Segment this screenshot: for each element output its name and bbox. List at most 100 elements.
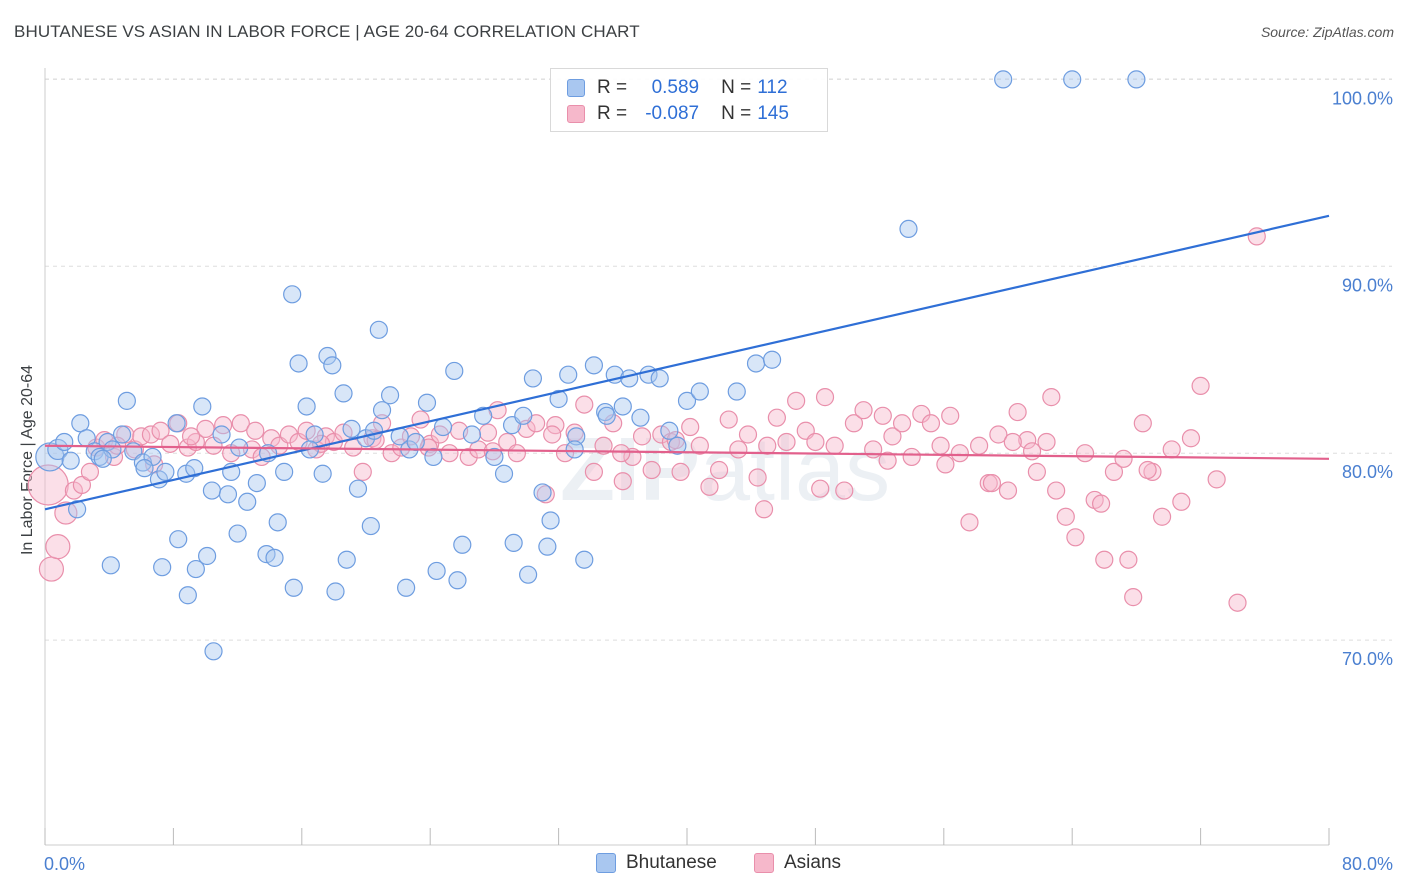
data-point: [514, 406, 533, 425]
data-point: [151, 421, 170, 440]
data-point: [1095, 550, 1114, 569]
data-point: [727, 382, 746, 401]
y-tick-label: 70.0%: [1342, 649, 1393, 669]
data-point: [507, 444, 526, 463]
data-point: [690, 436, 709, 455]
data-point: [1114, 449, 1133, 468]
data-point: [265, 548, 284, 567]
data-point: [584, 462, 604, 481]
legend-n-label: N =: [721, 103, 752, 124]
watermark: ZIP atlas: [560, 420, 890, 520]
bottom-legend-label: Asians: [784, 852, 842, 873]
data-point: [193, 397, 212, 416]
data-point: [970, 436, 989, 455]
data-point: [519, 565, 538, 584]
data-point: [632, 427, 652, 446]
data-point: [864, 440, 883, 459]
asians-trend-line: [44, 444, 1330, 460]
legend-r-value: 0.589: [651, 77, 700, 98]
data-point: [61, 451, 80, 470]
data-point: [1063, 70, 1082, 89]
data-point: [38, 556, 65, 582]
data-point: [494, 464, 514, 483]
legend-n-value: 145: [757, 103, 789, 124]
data-point: [729, 440, 748, 459]
data-point: [397, 578, 416, 597]
data-point: [960, 513, 979, 532]
chart-title: BHUTANESE VS ASIAN IN LABOR FORCE | AGE …: [14, 22, 640, 41]
data-point: [485, 447, 504, 467]
data-point: [748, 468, 767, 487]
data-point: [811, 479, 830, 498]
data-point: [406, 432, 425, 452]
data-point: [342, 419, 361, 438]
data-point: [181, 427, 201, 446]
data-point: [72, 475, 92, 495]
data-point: [1037, 432, 1056, 452]
data-point: [1008, 402, 1027, 422]
data-point: [1127, 70, 1146, 89]
data-point: [754, 500, 774, 519]
data-point: [104, 447, 124, 467]
data-point: [462, 425, 482, 444]
data-point: [289, 354, 308, 373]
data-point: [1027, 462, 1046, 481]
data-point: [873, 406, 892, 425]
data-point: [642, 460, 661, 480]
data-point: [559, 365, 578, 384]
data-point: [936, 455, 955, 474]
data-point: [584, 356, 604, 375]
data-point: [247, 473, 266, 493]
y-tick-label: 80.0%: [1342, 462, 1393, 482]
data-point: [112, 425, 132, 444]
data-point: [931, 436, 950, 455]
data-point: [523, 369, 543, 388]
data-point: [167, 414, 186, 433]
data-point: [541, 511, 560, 530]
data-point: [844, 414, 864, 433]
trend-lines: [44, 214, 1330, 511]
data-point: [45, 534, 71, 560]
data-point: [348, 479, 368, 498]
data-point: [1172, 492, 1191, 511]
data-point: [453, 535, 472, 554]
source-label: Source: ZipAtlas.com: [1260, 24, 1394, 40]
data-point: [575, 395, 594, 414]
data-point: [326, 582, 345, 601]
data-point: [709, 460, 729, 480]
data-point: [1018, 431, 1037, 450]
data-point: [878, 451, 897, 470]
data-point: [1022, 442, 1042, 461]
bottom-legend-asians: Asians: [754, 852, 841, 874]
asians-swatch: [754, 853, 774, 873]
data-point: [719, 410, 738, 429]
bottom-legend: Bhutanese Asians: [0, 852, 1406, 876]
data-point: [567, 427, 586, 446]
data-point: [1124, 588, 1143, 607]
data-point: [1119, 550, 1138, 569]
data-point: [883, 427, 902, 446]
bhutanese-swatch: [567, 79, 585, 97]
data-point: [153, 558, 172, 577]
asians-swatch: [567, 105, 585, 123]
data-point: [681, 417, 700, 437]
data-point: [54, 501, 78, 525]
data-point: [1003, 432, 1022, 452]
data-point: [575, 550, 594, 569]
legend-r-value: -0.087: [645, 103, 700, 124]
data-point: [1152, 507, 1172, 526]
data-point: [989, 425, 1008, 444]
data-point: [533, 483, 552, 502]
data-point: [246, 421, 265, 440]
data-point: [186, 559, 205, 579]
data-point: [631, 408, 650, 427]
data-point: [427, 561, 446, 581]
legend-n-value: 112: [757, 77, 788, 98]
bhutanese-swatch: [596, 853, 616, 873]
data-point: [1228, 593, 1247, 612]
legend-row-asians: R = -0.087 N = 145: [567, 103, 789, 125]
data-point: [372, 401, 392, 420]
data-point: [417, 393, 437, 412]
stats-legend: R = 0.589 N = 112 R = -0.087 N = 145: [550, 68, 828, 132]
data-point: [565, 440, 584, 459]
